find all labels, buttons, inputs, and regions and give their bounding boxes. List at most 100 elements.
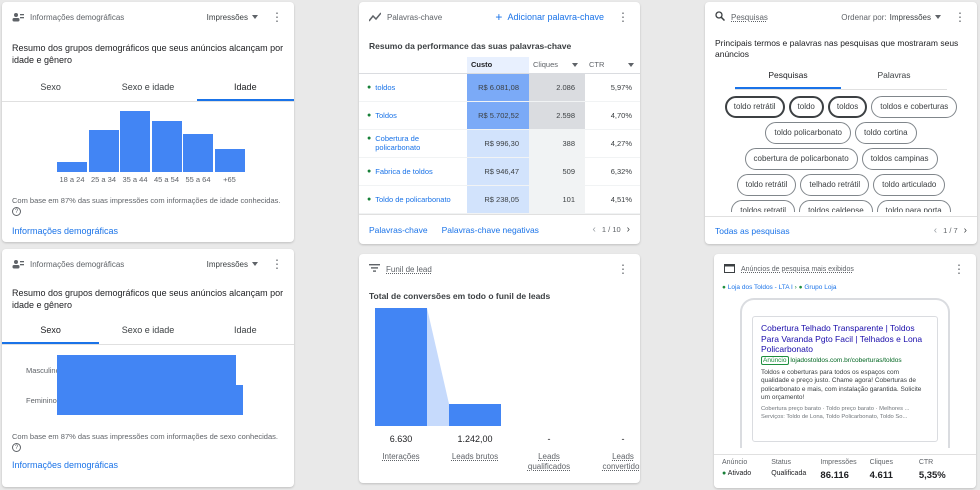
more-vert-icon[interactable]: ⋮	[271, 257, 283, 271]
adgroup-name[interactable]: Grupo Loja	[804, 284, 837, 291]
campaign-dot-icon: ●	[722, 284, 726, 291]
tab-sexo-e-idade[interactable]: Sexo e idade	[121, 325, 175, 335]
age-bar	[214, 148, 245, 172]
status-dot-icon: ●	[722, 470, 727, 477]
keyword-text: Toldo de policarbonato	[375, 194, 451, 204]
card-title: Pesquisas	[731, 12, 768, 22]
keyword-cell[interactable]: ● Toldos	[359, 101, 467, 129]
ad-stat-label: Impressões	[820, 459, 857, 466]
caret-down-icon	[252, 15, 258, 19]
search-term-chip[interactable]: toldo retrátil	[736, 174, 797, 196]
age-coverage-text: Com base em 87% das suas impressões com …	[12, 196, 281, 205]
caret-down-icon	[935, 15, 941, 19]
funnel-stage-label[interactable]: Interações	[382, 452, 420, 461]
tab-idade[interactable]: Idade	[234, 325, 257, 335]
age-tick-label: 45 a 54	[153, 175, 180, 184]
tab-sexo-e-idade[interactable]: Sexo e idade	[121, 82, 175, 92]
ad-preview-box[interactable]: Cobertura Telhado Transparente | Toldos …	[752, 316, 938, 442]
more-vert-icon[interactable]: ⋮	[954, 10, 966, 24]
cost-cell: R$ 5.702,52	[467, 101, 529, 129]
keyword-cell[interactable]: ● toldos	[359, 73, 467, 101]
keyword-text: Fabrica de toldos	[375, 166, 433, 176]
ctr-cell: 6,32%	[610, 166, 632, 176]
table-row[interactable]: ● toldos R$ 6.081,08 2.086 5,97%	[359, 73, 640, 101]
cost-cell: R$ 238,05	[467, 185, 529, 213]
tab-sexo[interactable]: Sexo	[40, 82, 61, 92]
search-term-chip[interactable]: telhado retrátil	[800, 174, 870, 196]
table-row[interactable]: ● Toldo de policarbonato R$ 238,05 101 4,51%	[359, 185, 640, 213]
add-keyword-button[interactable]: + Adicionar palavra-chave	[495, 10, 604, 24]
keyword-cell[interactable]: ● Fabrica de toldos	[359, 157, 467, 185]
caret-down-icon	[628, 63, 635, 68]
chevron-right-icon[interactable]: ›	[626, 224, 630, 235]
demographics-age-card: Informações demográficas Impressões ⋮ Re…	[2, 2, 294, 242]
card-header: Palavras-chave + Adicionar palavra-chave …	[359, 2, 640, 32]
campaign-name[interactable]: Loja dos Toldos - LTA I	[727, 284, 793, 291]
ad-stat-label: CTR	[918, 459, 934, 466]
metric-dropdown[interactable]: Impressões	[207, 260, 258, 269]
tab-idade[interactable]: Idade	[196, 74, 294, 101]
tab-palavras[interactable]: Palavras	[877, 70, 911, 80]
chevron-right-icon[interactable]: ›	[963, 225, 967, 236]
search-term-chip[interactable]: toldo policarbonato	[765, 122, 851, 144]
ad-stat: Anúncio ● Ativado	[722, 459, 771, 484]
search-term-chip[interactable]: toldos	[827, 96, 868, 118]
help-icon[interactable]: ?	[12, 206, 21, 216]
funnel-connectors	[427, 308, 449, 426]
funnel-value-label: 6.630	[389, 434, 413, 444]
age-bar	[151, 120, 182, 172]
help-icon[interactable]: ?	[12, 442, 21, 452]
table-row[interactable]: ● Fabrica de toldos R$ 946,47 509 6,32%	[359, 157, 640, 185]
more-vert-icon[interactable]: ⋮	[617, 10, 629, 24]
demographics-tabs: Sexo Sexo e idade Idade	[2, 74, 294, 102]
cost-column-header[interactable]: Custo	[467, 57, 529, 73]
ad-stat: Cliques 4.611	[870, 459, 919, 484]
ad-stat-value: 86.116	[820, 470, 849, 481]
search-term-chip[interactable]: toldo retrátil	[724, 96, 785, 118]
search-term-chip[interactable]: toldos e coberturas	[871, 96, 958, 118]
search-term-chip[interactable]: toldo articulado	[873, 174, 946, 196]
funnel-stage-label[interactable]: Leads qualificados	[527, 452, 571, 471]
metric-dropdown[interactable]: Impressões	[207, 13, 258, 22]
pagination-label: 1 / 10	[601, 225, 621, 234]
keyword-cell[interactable]: ● Toldo de policarbonato	[359, 185, 467, 213]
clicks-column-header[interactable]: Cliques	[529, 57, 585, 73]
browser-icon	[724, 263, 735, 275]
search-term-chip[interactable]: toldo cortina	[855, 122, 917, 144]
search-term-chip[interactable]: toldo	[788, 96, 824, 118]
search-term-chip[interactable]: toldo para porta	[876, 200, 951, 212]
table-row[interactable]: ● Cobertura de policarbonato R$ 996,30 388 4…	[359, 129, 640, 157]
card-title: Informações demográficas	[30, 12, 125, 22]
people-icon	[12, 259, 24, 269]
search-term-chip[interactable]: cobertura de policarbonato	[744, 148, 858, 170]
negative-keywords-link[interactable]: Palavras-chave negativas	[441, 224, 539, 235]
chevron-left-icon[interactable]: ‹	[592, 224, 596, 235]
keywords-link[interactable]: Palavras-chave	[369, 224, 428, 235]
all-searches-link[interactable]: Todas as pesquisas	[715, 225, 790, 236]
funnel-stage-label[interactable]: Leads convertidos	[602, 452, 640, 471]
age-tick-label: +65	[223, 175, 236, 184]
more-vert-icon[interactable]: ⋮	[953, 262, 965, 276]
gender-coverage-text: Com base em 87% das suas impressões com …	[12, 432, 278, 441]
sort-dropdown[interactable]: Ordenar por: Impressões	[841, 13, 941, 22]
search-term-chip[interactable]: toldos campinas	[861, 148, 938, 170]
clicks-cell: 388	[529, 129, 585, 157]
card-header: Funil de lead ⋮	[359, 254, 640, 284]
search-term-chip[interactable]: toldos retratil	[731, 200, 796, 212]
search-icon	[715, 11, 726, 23]
funnel-stage-label[interactable]: Leads brutos	[451, 452, 499, 461]
keyword-cell[interactable]: ● Cobertura de policarbonato	[359, 129, 467, 157]
demographics-link[interactable]: Informações demográficas	[12, 460, 119, 470]
tab-sexo[interactable]: Sexo	[2, 317, 100, 344]
ctr-column-header[interactable]: CTR	[585, 57, 640, 73]
demographics-link[interactable]: Informações demográficas	[12, 226, 119, 236]
search-term-chip[interactable]: toldos caldense	[799, 200, 873, 212]
chevron-left-icon[interactable]: ‹	[933, 225, 938, 236]
ad-stat-value: 4.611	[869, 470, 893, 481]
sort-value: Impressões	[889, 12, 931, 22]
more-vert-icon[interactable]: ⋮	[271, 10, 283, 24]
tab-pesquisas[interactable]: Pesquisas	[735, 62, 841, 89]
more-vert-icon[interactable]: ⋮	[617, 262, 629, 276]
ad-headline[interactable]: Cobertura Telhado Transparente | Toldos …	[761, 323, 923, 354]
table-row[interactable]: ● Toldos R$ 5.702,52 2.598 4,70%	[359, 101, 640, 129]
